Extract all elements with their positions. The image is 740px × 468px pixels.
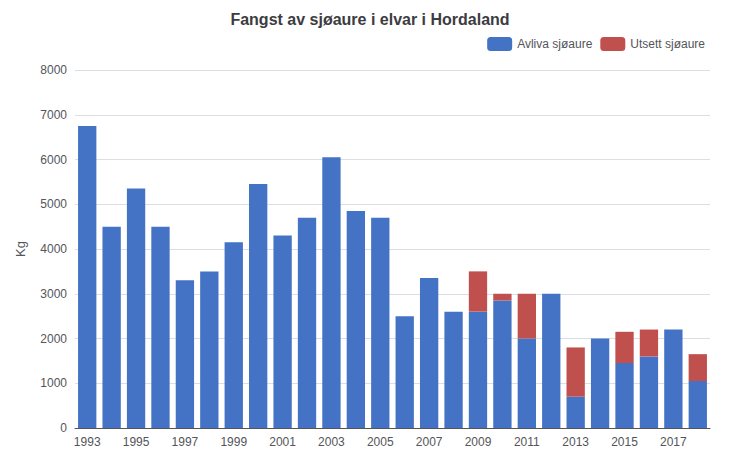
svg-text:Kg: Kg [13,241,28,257]
svg-text:Avliva sjøaure: Avliva sjøaure [517,37,592,51]
svg-text:2013: 2013 [562,435,589,449]
svg-text:2015: 2015 [611,435,638,449]
svg-text:2003: 2003 [318,435,345,449]
svg-text:2017: 2017 [660,435,687,449]
svg-text:1997: 1997 [172,435,199,449]
svg-text:4000: 4000 [40,242,67,256]
svg-text:2007: 2007 [416,435,443,449]
svg-text:1993: 1993 [74,435,101,449]
svg-text:2009: 2009 [465,435,492,449]
svg-text:7000: 7000 [40,108,67,122]
svg-text:Fangst av sjøaure i elvar i Ho: Fangst av sjøaure i elvar i Hordaland [230,11,509,28]
svg-text:1000: 1000 [40,376,67,390]
svg-text:2001: 2001 [269,435,296,449]
svg-text:1999: 1999 [220,435,247,449]
svg-text:3000: 3000 [40,287,67,301]
svg-text:Utsett sjøaure: Utsett sjøaure [630,37,705,51]
svg-text:0: 0 [60,421,67,435]
svg-text:2011: 2011 [514,435,540,449]
svg-text:6000: 6000 [40,153,67,167]
svg-text:2005: 2005 [367,435,394,449]
svg-text:5000: 5000 [40,197,67,211]
svg-text:2000: 2000 [40,332,67,346]
svg-text:8000: 8000 [40,63,67,77]
svg-text:1995: 1995 [123,435,150,449]
